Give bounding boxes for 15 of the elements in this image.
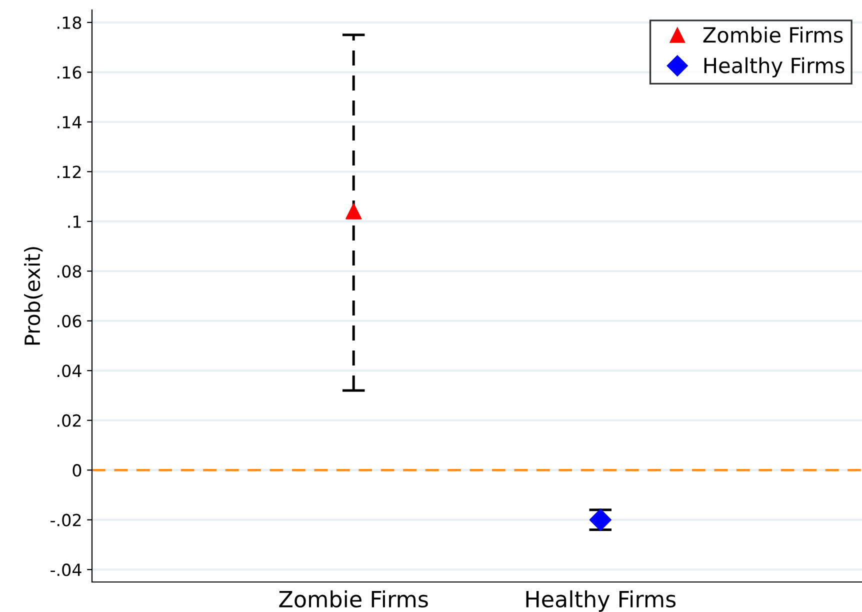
y-tick-label: .18 [58,16,82,30]
y-tick-label: .1 [68,216,81,228]
y-tick-label: -.02 [50,514,81,526]
y-tick-label: .08 [58,265,82,278]
y-tick-label: -.04 [50,564,82,576]
y-tick-label: .12 [58,166,81,178]
y-tick-label: 0 [72,464,82,477]
legend-label: Healthy Firms [704,57,844,78]
legend-label: Zombie Firms [703,26,843,43]
y-tick-label: .16 [58,66,82,79]
y-tick-label: .02 [58,414,81,427]
y-tick-label: .06 [58,314,82,328]
y-tick-label: .04 [58,364,82,378]
y-axis-title: Prob(exit) [24,247,43,345]
y-tick-label: .14 [58,116,82,128]
